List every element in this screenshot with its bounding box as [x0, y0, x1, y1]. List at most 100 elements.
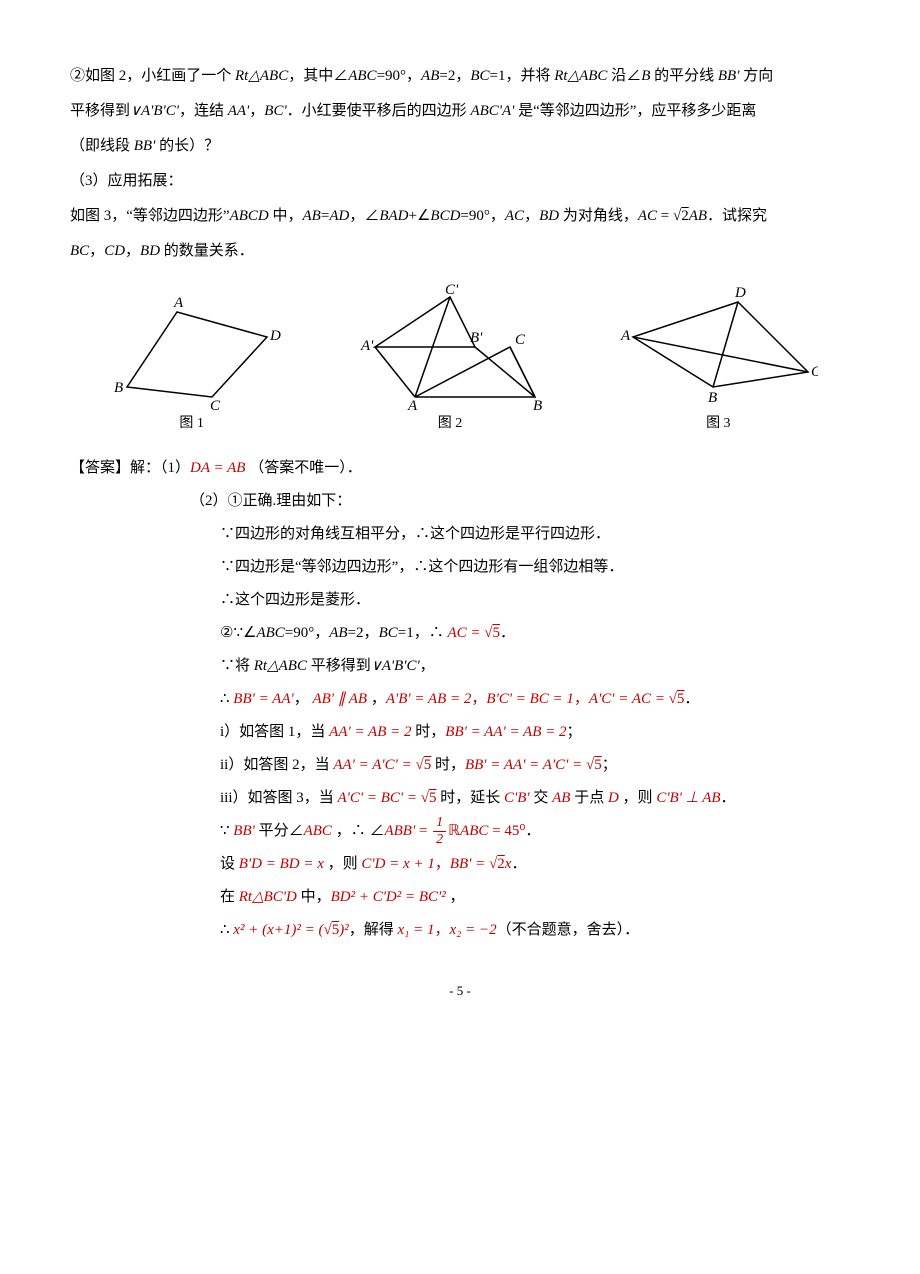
math: ∨A'B'C'	[130, 103, 179, 119]
figure-2: A' B' C' A B C 图 2	[345, 282, 555, 434]
text: （即线段	[70, 138, 134, 154]
math: D	[608, 790, 619, 806]
text: =	[657, 208, 673, 224]
label-A: A	[173, 295, 184, 311]
text: 平移得到	[307, 658, 371, 674]
figure-1: A B C D 图 1	[102, 292, 282, 434]
math: B'C' = BC = 1	[486, 691, 574, 707]
math: BB'	[134, 138, 156, 154]
answer-line-10: iii）如答图 3，当 A'C' = BC' = √5 时，延长 C'B' 交 …	[70, 782, 850, 815]
figures-row: A B C D 图 1 A' B' C' A B	[70, 282, 850, 434]
math: ABB'	[384, 823, 415, 839]
answer-line-13: 在 Rt△BC'D 中，BD² + C'D² = BC'² ，	[70, 881, 850, 914]
text: 是“等邻边四边形”，应平移多少距离	[514, 103, 756, 119]
math: AB	[552, 790, 570, 806]
text: iii）如答图 3，当	[220, 790, 338, 806]
text: ．	[721, 790, 736, 806]
text: i）如答图 1，当	[220, 724, 329, 740]
answer-head: 【答案】	[70, 460, 130, 476]
text: ，	[471, 691, 486, 707]
problem-line-3: （即线段 BB' 的长）？	[70, 130, 850, 163]
math: x² + (x+1)² = (√5)²	[233, 922, 348, 938]
math: AA'	[228, 103, 250, 119]
math: Rt△ABC	[254, 658, 307, 674]
text: ，	[294, 691, 313, 707]
label-C: C	[515, 332, 526, 348]
text: （答案不唯一）．	[249, 460, 362, 476]
text: =	[415, 823, 431, 839]
math: C'B' ⊥ AB	[656, 790, 720, 806]
math: BB'	[233, 823, 255, 839]
figure-3-caption: 图 3	[618, 414, 818, 434]
text: 的长）？	[155, 138, 219, 154]
answer-block: 【答案】解：（1）DA = AB （答案不唯一）． （2）①正确.理由如下： ∵…	[70, 452, 850, 947]
math: Rt△ABC	[554, 68, 607, 84]
label-B: B	[708, 390, 717, 406]
text: ，	[420, 658, 435, 674]
math: BAD	[379, 208, 408, 224]
math: ∨A'B'C'	[371, 658, 420, 674]
text: ．	[500, 625, 515, 641]
text: =90°，	[285, 625, 329, 641]
math: AC = √5	[447, 625, 500, 641]
math: √2	[673, 208, 689, 224]
text: 时，	[412, 724, 446, 740]
text: ，解得	[349, 922, 398, 938]
figure-1-svg: A B C D	[102, 292, 282, 412]
figure-2-caption: 图 2	[345, 414, 555, 434]
math: BC	[379, 625, 398, 641]
text: ；	[567, 724, 582, 740]
text: ，则	[324, 856, 362, 872]
answer-line-11: ∵ BB' 平分∠ABC ，∴ ∠ABB' = 12ℝABC = 45⁰．	[70, 815, 850, 848]
text: =2，	[348, 625, 379, 641]
math: BB' = AA' = AB = 2	[445, 724, 566, 740]
math: BD	[140, 243, 160, 259]
text: ，	[574, 691, 589, 707]
text: ∵	[220, 823, 233, 839]
text: ，	[524, 208, 539, 224]
label-Cp: C'	[445, 282, 459, 298]
math: ABC	[348, 68, 376, 84]
text: 如图 3，“等邻边四边形”	[70, 208, 230, 224]
text: 的数量关系．	[160, 243, 254, 259]
math: BD	[539, 208, 559, 224]
answer-line-1: （2）①正确.理由如下：	[70, 485, 850, 518]
math: A'B' = AB = 2	[386, 691, 472, 707]
text: ．	[525, 823, 540, 839]
page-number: - 5 -	[70, 977, 850, 1006]
math: ABC	[460, 823, 488, 839]
text: ；	[602, 757, 617, 773]
problem-line-6: BC，CD，BD 的数量关系．	[70, 235, 850, 268]
math: BC	[70, 243, 89, 259]
text: 交	[530, 790, 553, 806]
math: BB' = √2x	[450, 856, 512, 872]
text: 解：（1）	[130, 460, 190, 476]
text: =1，并将	[490, 68, 555, 84]
answer-line-8: i）如答图 1，当 AA' = AB = 2 时，BB' = AA' = AB …	[70, 716, 850, 749]
text: 于点	[570, 790, 608, 806]
label-A: A	[620, 328, 631, 344]
text: ②如图 2，小红画了一个	[70, 68, 235, 84]
label-D: D	[734, 285, 746, 301]
text: ，∠	[349, 208, 379, 224]
math: ABC'A'	[470, 103, 514, 119]
problem-section-3: （3）应用拓展：	[70, 165, 850, 198]
math: BC'	[264, 103, 286, 119]
problem-line-5: 如图 3，“等邻边四边形”ABCD 中，AB=AD，∠BAD+∠BCD=90°，…	[70, 200, 850, 233]
text: ，	[367, 691, 386, 707]
answer-line-12: 设 B'D = BD = x ，则 C'D = x + 1，BB' = √2x．	[70, 848, 850, 881]
math: BD² + C'D² = BC'²	[331, 889, 446, 905]
text: ，	[249, 103, 264, 119]
fraction: 12	[433, 815, 446, 847]
math: DA = AB	[190, 460, 245, 476]
text: ，连结	[179, 103, 228, 119]
math: BB'	[718, 68, 740, 84]
math: Rt△ABC	[235, 68, 288, 84]
text: ，	[446, 889, 465, 905]
math: B'D = BD = x	[239, 856, 324, 872]
text: 设	[220, 856, 239, 872]
text: 方向	[739, 68, 773, 84]
text: ，	[435, 922, 450, 938]
text: ．	[684, 691, 699, 707]
text: 在	[220, 889, 239, 905]
